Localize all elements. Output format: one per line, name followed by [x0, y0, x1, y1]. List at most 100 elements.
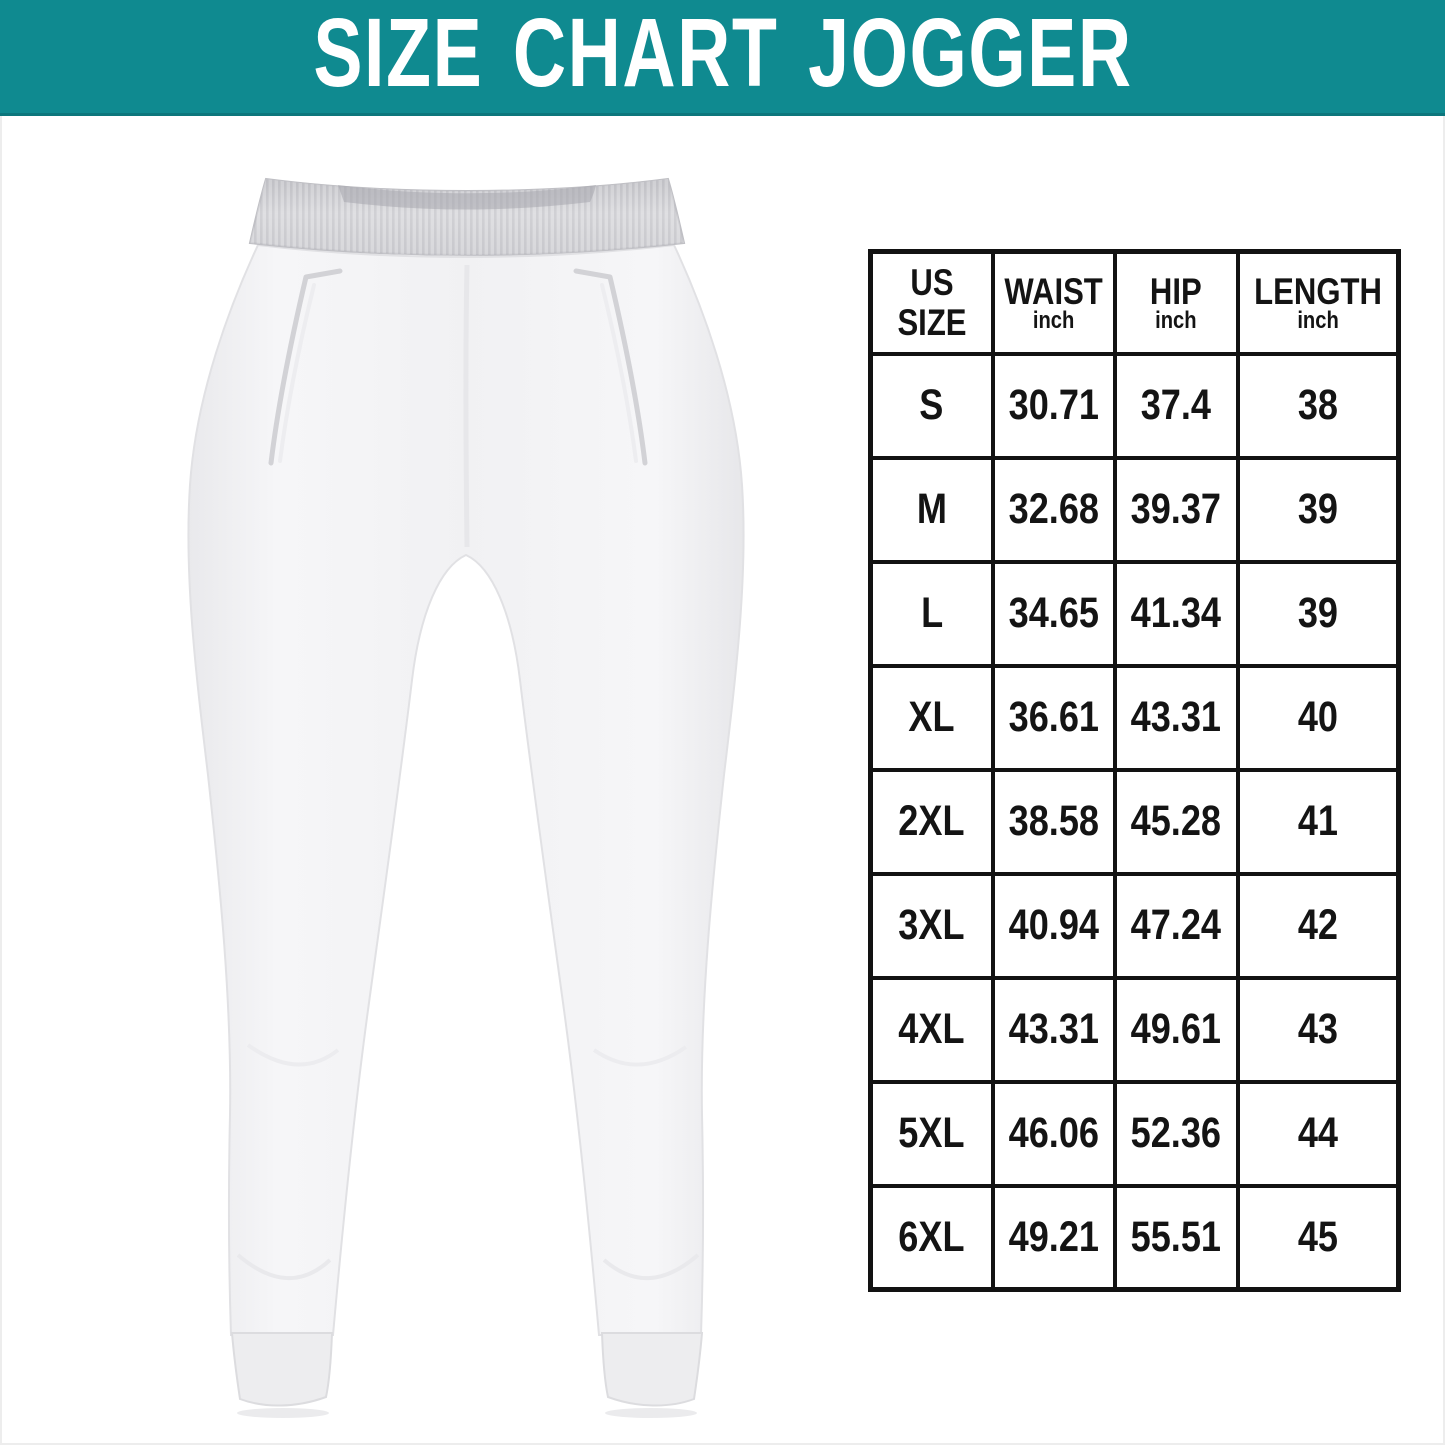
waist-cell: 38.58: [990, 767, 1117, 876]
length-cell: 38: [1235, 351, 1401, 460]
fabric-crease-right-knee: [592, 1045, 688, 1067]
length-cell: 45: [1235, 1183, 1401, 1292]
size-cell: 2XL: [868, 767, 995, 876]
fabric-crease-left-knee: [246, 1043, 340, 1067]
length-value: 40: [1297, 693, 1338, 741]
fabric-crease-right-calf: [602, 1253, 700, 1281]
hip-value: 52.36: [1130, 1109, 1222, 1157]
hip-cell: 43.31: [1112, 663, 1240, 772]
waist-value: 46.06: [1008, 1109, 1099, 1157]
waist-value: 38.58: [1008, 797, 1099, 845]
size-value: 2XL: [898, 797, 965, 845]
length-cell: 41: [1235, 767, 1401, 876]
waist-value: 34.65: [1008, 589, 1099, 637]
left-cuff: [230, 1332, 334, 1418]
table-row: S 30.71 37.4 38: [868, 351, 1401, 460]
size-value: L: [920, 589, 943, 637]
length-value: 45: [1297, 1212, 1338, 1261]
size-value: 6XL: [898, 1212, 965, 1261]
hip-cell: 37.4: [1112, 351, 1240, 460]
table-row: 2XL 38.58 45.28 41: [868, 767, 1401, 876]
length-cell: 44: [1235, 1079, 1401, 1188]
header-waist-unit: inch: [1032, 307, 1075, 335]
header-length: LENGTH inch: [1235, 249, 1401, 356]
hip-value: 47.24: [1130, 901, 1222, 949]
size-chart: US SIZE WAIST inch HIP inch LENGTH inch: [868, 249, 1401, 1292]
hip-cell: 47.24: [1112, 871, 1240, 980]
header-waist: WAIST inch: [990, 249, 1117, 356]
size-cell: M: [868, 455, 995, 564]
waist-cell: 36.61: [990, 663, 1117, 772]
table-row: XL 36.61 43.31 40: [868, 663, 1401, 772]
page-title: SIZE CHART JOGGER: [312, 0, 1133, 107]
length-value: 38: [1297, 381, 1338, 429]
hip-cell: 45.28: [1112, 767, 1240, 876]
length-value: 44: [1297, 1109, 1338, 1157]
header-hip-unit: inch: [1155, 307, 1197, 335]
waist-value: 40.94: [1008, 901, 1099, 949]
right-cuff: [600, 1332, 704, 1418]
length-value: 41: [1297, 797, 1338, 845]
jogger-pants-graphic: [187, 177, 745, 1418]
hip-cell: 52.36: [1112, 1079, 1240, 1188]
hip-cell: 49.61: [1112, 975, 1240, 1084]
table-row: 6XL 49.21 55.51 45: [868, 1183, 1401, 1292]
header-us-size-label: US SIZE: [897, 261, 967, 343]
table-row: 3XL 40.94 47.24 42: [868, 871, 1401, 980]
length-value: 39: [1297, 485, 1338, 533]
size-value: S: [919, 381, 944, 429]
header-waist-label: WAIST: [1004, 271, 1103, 313]
table-header-row: US SIZE WAIST inch HIP inch LENGTH inch: [868, 249, 1401, 356]
hip-value: 41.34: [1130, 589, 1222, 637]
size-cell: 6XL: [868, 1183, 995, 1292]
hip-value: 49.61: [1130, 1005, 1222, 1053]
jogger-image: [38, 165, 878, 1430]
header-length-label: LENGTH: [1253, 271, 1382, 313]
header-length-unit: inch: [1297, 307, 1339, 335]
waistband: [248, 177, 686, 256]
waist-value: 36.61: [1008, 693, 1099, 741]
header-us-size: US SIZE: [868, 249, 995, 356]
waist-cell: 40.94: [990, 871, 1117, 980]
waist-cell: 30.71: [990, 351, 1117, 460]
hip-cell: 55.51: [1112, 1183, 1240, 1292]
hip-value: 45.28: [1130, 797, 1222, 845]
hip-value: 37.4: [1140, 381, 1212, 429]
length-cell: 39: [1235, 559, 1401, 668]
length-cell: 39: [1235, 455, 1401, 564]
size-value: 4XL: [898, 1005, 965, 1053]
table-row: 5XL 46.06 52.36 44: [868, 1079, 1401, 1188]
hip-value: 55.51: [1130, 1212, 1222, 1261]
size-cell: XL: [868, 663, 995, 772]
size-cell: S: [868, 351, 995, 460]
waist-cell: 32.68: [990, 455, 1117, 564]
size-value: 3XL: [898, 901, 965, 949]
size-value: M: [916, 485, 947, 533]
waist-value: 32.68: [1008, 485, 1099, 533]
size-cell: 4XL: [868, 975, 995, 1084]
hip-cell: 41.34: [1112, 559, 1240, 668]
fabric-crease-center: [463, 264, 470, 548]
length-value: 42: [1297, 901, 1338, 949]
waist-cell: 43.31: [990, 975, 1117, 1084]
left-pocket: [268, 268, 343, 466]
waist-cell: 49.21: [990, 1183, 1117, 1292]
length-cell: 40: [1235, 663, 1401, 772]
right-pocket: [573, 268, 648, 466]
table-row: 4XL 43.31 49.61 43: [868, 975, 1401, 1084]
hip-value: 39.37: [1130, 485, 1222, 533]
waist-value: 49.21: [1008, 1212, 1099, 1261]
size-value: 5XL: [898, 1109, 965, 1157]
length-cell: 42: [1235, 871, 1401, 980]
size-cell: 3XL: [868, 871, 995, 980]
header-hip: HIP inch: [1112, 249, 1240, 356]
waist-value: 43.31: [1008, 1005, 1099, 1053]
hip-value: 43.31: [1130, 693, 1222, 741]
length-cell: 43: [1235, 975, 1401, 1084]
size-cell: 5XL: [868, 1079, 995, 1188]
table-row: M 32.68 39.37 39: [868, 455, 1401, 564]
waist-cell: 34.65: [990, 559, 1117, 668]
waist-cell: 46.06: [990, 1079, 1117, 1188]
fabric-crease-left-calf: [236, 1253, 332, 1281]
size-cell: L: [868, 559, 995, 668]
